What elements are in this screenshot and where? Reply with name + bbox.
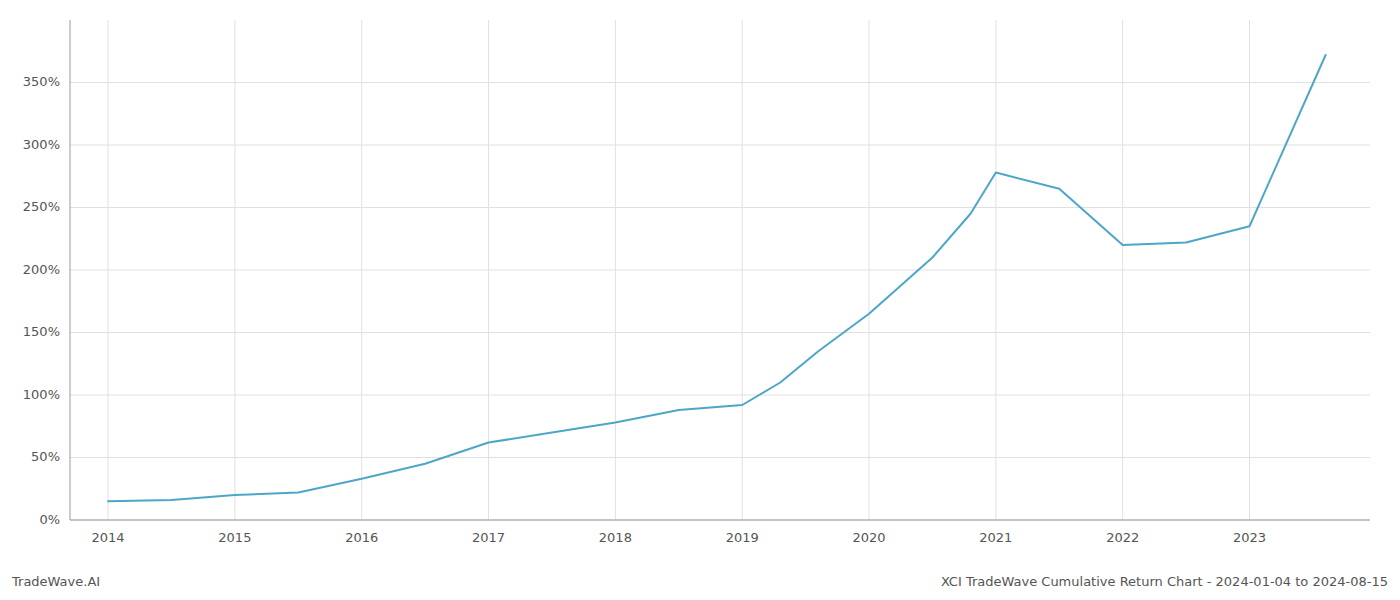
x-axis-line	[70, 520, 1370, 521]
y-tick-label: 150%	[23, 324, 60, 339]
x-grid-line	[488, 20, 489, 520]
y-grid-line	[70, 395, 1370, 396]
y-grid-line	[70, 145, 1370, 146]
x-grid-line	[615, 20, 616, 520]
y-grid-line	[70, 332, 1370, 333]
x-tick-label: 2023	[1233, 530, 1266, 545]
line	[108, 55, 1326, 501]
y-grid-line	[70, 207, 1370, 208]
x-grid-line	[234, 20, 235, 520]
y-tick-label: 0%	[39, 512, 60, 527]
x-grid-line	[869, 20, 870, 520]
x-grid-line	[742, 20, 743, 520]
x-grid-line	[1249, 20, 1250, 520]
y-grid-line	[70, 520, 1370, 521]
y-tick-label: 350%	[23, 74, 60, 89]
y-axis-line	[70, 20, 71, 520]
x-tick-label: 2021	[979, 530, 1012, 545]
x-grid-line	[995, 20, 996, 520]
axes: 0% 50% 100% 150% 200% 250% 300% 350% 2014 2015 201…	[23, 20, 1370, 545]
x-tick-label: 2016	[345, 530, 378, 545]
x-grid-line	[361, 20, 362, 520]
y-tick-label: 50%	[31, 449, 60, 464]
x-tick-label: 2019	[726, 530, 759, 545]
y-grid-line	[70, 82, 1370, 83]
x-tick-label: 2014	[92, 530, 125, 545]
x-tick-label: 2017	[472, 530, 505, 545]
plot-area	[108, 55, 1326, 501]
y-grid-line	[70, 457, 1370, 458]
y-tick-label: 300%	[23, 137, 60, 152]
y-grid-line	[70, 270, 1370, 271]
x-tick-label: 2020	[852, 530, 885, 545]
x-tick-label: 2018	[599, 530, 632, 545]
background	[0, 0, 1400, 600]
grid	[70, 20, 1370, 520]
y-tick-label: 100%	[23, 387, 60, 402]
x-tick-label: 2015	[218, 530, 251, 545]
y-tick-label: 200%	[23, 262, 60, 277]
footer-text: XCI TradeWave Cumulative Return Chart - …	[941, 574, 1388, 589]
x-tick-label: 2022	[1106, 530, 1139, 545]
x-grid-line	[108, 20, 109, 520]
y-tick-label: 250%	[23, 199, 60, 214]
chart: 0% 50% 100% 150% 200% 250% 300% 350% 2014 2015 201…	[0, 0, 1400, 600]
footer-text: TradeWave.AI	[11, 574, 100, 589]
x-grid-line	[1122, 20, 1123, 520]
